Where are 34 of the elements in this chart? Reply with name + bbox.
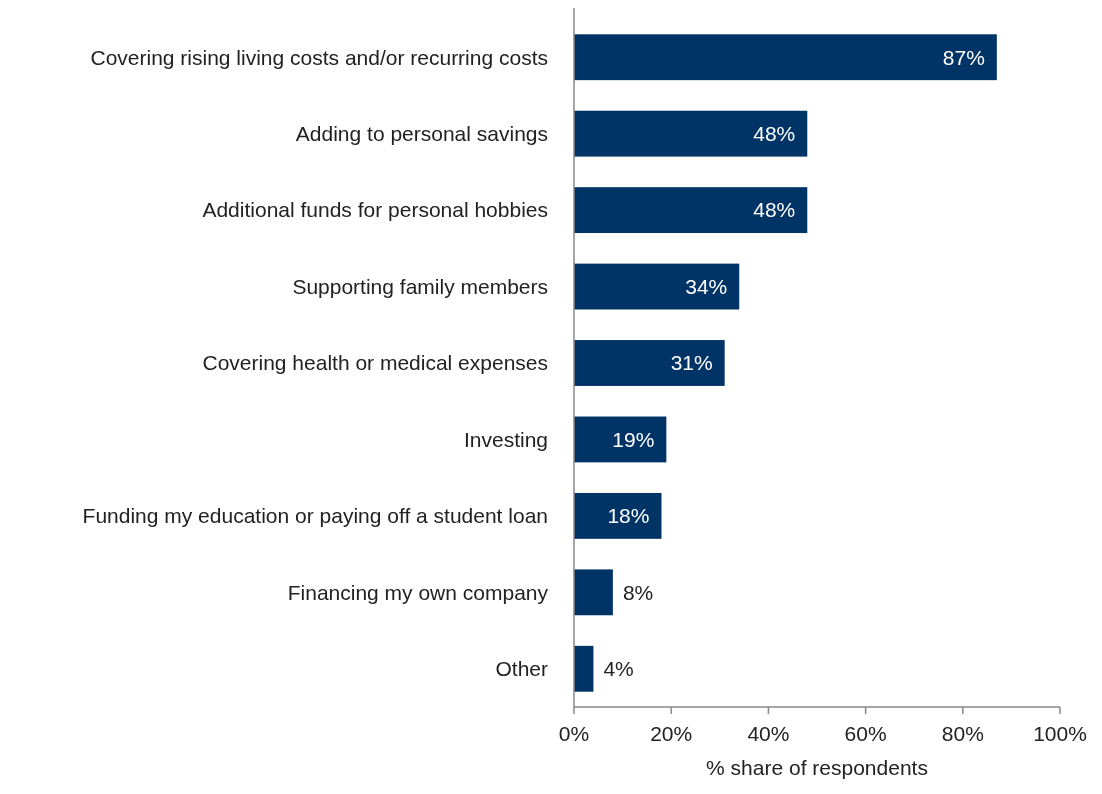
x-tick-label: 60% [844, 722, 887, 745]
data-label: 31% [670, 351, 713, 375]
y-tick-label: Supporting family members [292, 274, 548, 298]
y-tick-label: Adding to personal savings [295, 122, 548, 146]
data-label: 48% [753, 198, 796, 222]
y-tick-label: Investing [463, 427, 548, 451]
bar [574, 110, 808, 157]
bar [574, 263, 740, 310]
data-label: 19% [612, 427, 655, 451]
x-tick-label: 40% [747, 722, 790, 745]
y-tick-label: Other [495, 657, 548, 681]
y-tick-label: Covering health or medical expenses [202, 351, 548, 375]
y-tick-label: Additional funds for personal hobbies [202, 198, 548, 222]
y-tick-label: Financing my own company [287, 580, 549, 604]
bar [574, 340, 725, 386]
data-label: 18% [607, 504, 650, 528]
data-label: 4% [603, 657, 634, 681]
bar [574, 34, 997, 81]
data-label: 8% [622, 580, 654, 604]
bar [574, 416, 667, 463]
bar [574, 187, 808, 234]
x-tick-label: 0% [558, 722, 590, 745]
y-tick-label: Covering rising living costs and/or recurring costs [90, 45, 548, 69]
bar [574, 645, 594, 692]
bar [574, 492, 662, 539]
x-axis-title: % share of respondents [706, 756, 928, 779]
y-tick-label: Funding my education or paying off a student loan [82, 504, 548, 528]
x-tick-label: 20% [650, 722, 693, 745]
data-label: 34% [685, 274, 728, 298]
x-tick-label: 80% [941, 722, 984, 745]
x-tick-label: 100% [1033, 722, 1087, 745]
data-label: 48% [753, 122, 796, 146]
bar [574, 569, 613, 616]
data-label: 87% [942, 45, 985, 69]
